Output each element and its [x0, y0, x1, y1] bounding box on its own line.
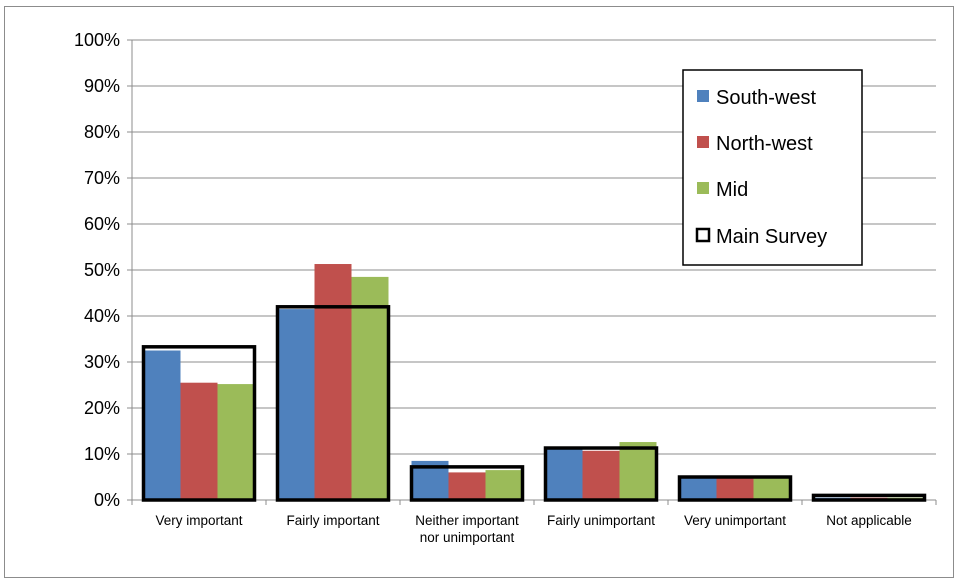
legend-box	[682, 69, 863, 266]
y-tick-label: 100%	[74, 30, 120, 50]
y-tick-label: 70%	[84, 168, 120, 188]
bar-main-survey-outline	[409, 465, 525, 502]
y-tick-label: 30%	[84, 352, 120, 372]
y-tick-label: 20%	[84, 398, 120, 418]
bar-mid	[485, 470, 523, 500]
bar-mid	[753, 477, 791, 500]
legend: South-west North-west Mid Main Survey	[682, 69, 863, 266]
y-tick-label: 10%	[84, 444, 120, 464]
legend-swatch-north-west	[697, 136, 709, 148]
legend-label-south-west: South-west	[716, 87, 816, 109]
legend-swatch-south-west	[697, 90, 709, 102]
bar-mid	[619, 442, 657, 500]
x-category-label: Very unimportant	[684, 513, 786, 528]
axes	[127, 39, 937, 505]
bar-mid	[217, 384, 255, 500]
bar-north-west	[314, 264, 352, 500]
y-tick-label: 90%	[84, 76, 120, 96]
legend-swatch-mid	[697, 182, 709, 194]
x-category-label: Fairly unimportant	[547, 513, 655, 528]
y-tick-label: 80%	[84, 122, 120, 142]
bar-main-survey-outline	[275, 305, 391, 502]
y-tick-label: 0%	[94, 490, 120, 510]
bar-north-west	[582, 450, 620, 500]
legend-item-mid: Mid	[697, 179, 748, 201]
bars	[143, 264, 925, 500]
y-tick-label: 40%	[84, 306, 120, 326]
legend-item-north-west: North-west	[697, 133, 813, 155]
bar-north-west	[716, 477, 754, 500]
x-axis-category-labels: Very important Fairly important Neither im…	[155, 513, 911, 545]
bar-north-west	[448, 472, 486, 500]
legend-label-north-west: North-west	[716, 133, 813, 155]
bar-south-west	[679, 477, 717, 500]
legend-label-mid: Mid	[716, 179, 748, 201]
legend-label-main-survey: Main Survey	[716, 226, 827, 248]
bar-south-west	[277, 309, 315, 500]
bar-main-survey-outline	[811, 493, 927, 502]
bar-north-west	[180, 382, 218, 500]
main-survey-outlines	[141, 305, 927, 502]
x-category-label: Very important	[155, 513, 242, 528]
x-category-label: Fairly important	[286, 513, 379, 528]
bar-south-west	[143, 350, 181, 500]
bar-main-survey-outline	[141, 345, 257, 502]
bar-south-west	[545, 449, 583, 500]
y-tick-label: 50%	[84, 260, 120, 280]
x-category-label: Neither important nor unimportant	[415, 513, 519, 545]
bar-mid	[351, 276, 389, 500]
legend-swatch-main-survey	[695, 227, 711, 243]
x-category-label: Not applicable	[826, 513, 912, 528]
bar-main-survey-outline	[677, 475, 793, 502]
legend-item-main-survey: Main Survey	[695, 226, 827, 248]
bar-main-survey-outline	[543, 446, 659, 502]
y-tick-label: 60%	[84, 214, 120, 234]
y-axis-tick-labels: 0% 10% 20% 30% 40% 50% 60% 70% 80% 90% 100%	[74, 30, 120, 510]
legend-item-south-west: South-west	[697, 87, 816, 109]
